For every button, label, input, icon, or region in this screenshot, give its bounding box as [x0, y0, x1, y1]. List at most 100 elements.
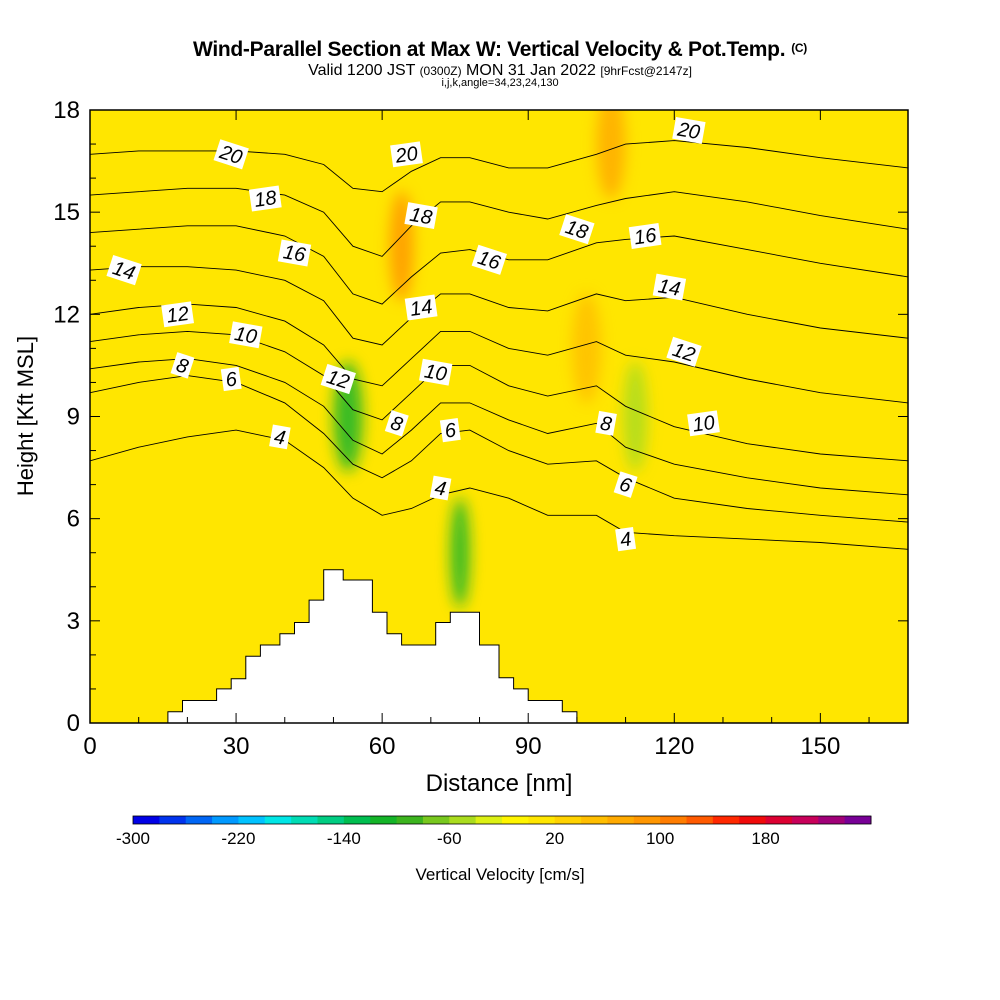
contour-label-text: 20	[675, 118, 702, 144]
contour-label-26: 20	[672, 116, 706, 144]
contour-label-box	[672, 116, 706, 144]
contour-label-box	[595, 410, 617, 436]
colorbar-swatch	[449, 816, 477, 824]
contour-label-box	[652, 273, 687, 301]
contour-label-text: 4	[619, 528, 633, 551]
contour-label-box	[419, 358, 453, 386]
contour-label-5: 10	[229, 321, 263, 349]
colorbar-swatch	[264, 816, 292, 824]
contour-label-24: 6	[613, 471, 638, 498]
colorbar-frame	[132, 815, 872, 825]
y-tick-label: 18	[53, 97, 80, 124]
contour-label-box	[269, 424, 291, 450]
colorbar-swatch	[212, 816, 239, 824]
colorbar-tick-label: -220	[221, 829, 255, 848]
colorbar-swatch	[528, 816, 556, 824]
y-tick-label: 3	[67, 608, 80, 635]
contour-label-text: 18	[408, 204, 434, 230]
velocity-background	[90, 110, 908, 723]
colorbar-tick-label: -140	[327, 829, 361, 848]
contour-label-4: 12	[161, 301, 194, 328]
colorbar-swatch	[185, 816, 213, 824]
colorbar-tick-label: 20	[545, 829, 564, 848]
contour-label-box	[161, 301, 194, 328]
contour-label-box	[248, 185, 282, 212]
contour-label-box	[429, 475, 452, 501]
contour-label-box	[613, 471, 638, 498]
contour-label-text: 16	[633, 224, 659, 249]
colorbar-swatch	[765, 816, 793, 824]
colorbar-swatch	[818, 816, 846, 824]
contour-label-text: 12	[165, 303, 190, 328]
contour-label-text: 10	[423, 360, 449, 386]
contour-label-text: 10	[233, 323, 259, 349]
contour-label-box	[384, 410, 409, 437]
colorbar-swatch	[343, 816, 371, 824]
colorbar-swatch	[133, 816, 160, 824]
contour-label-1: 18	[248, 185, 282, 212]
contour-label-box	[404, 202, 438, 230]
contour-label-text: 10	[691, 412, 716, 437]
theta-contour-16	[90, 225, 908, 305]
contour-label-box	[320, 363, 356, 395]
colorbar-swatch	[422, 816, 450, 824]
x-tick-label: 150	[800, 733, 840, 760]
y-tick-label: 6	[67, 506, 80, 533]
x-tick-label: 60	[369, 733, 396, 760]
contour-label-8: 4	[269, 424, 291, 450]
contour-label-box	[404, 294, 438, 321]
colorbar-swatch	[159, 816, 187, 824]
contour-label-text: 14	[656, 275, 682, 301]
chart-title: Wind-Parallel Section at Max W: Vertical…	[193, 38, 807, 61]
contour-label-6: 8	[170, 352, 195, 379]
colorbar-swatch	[396, 816, 424, 824]
contour-label-17: 4	[429, 475, 452, 501]
contour-label-box	[666, 336, 702, 367]
colorbar-swatch	[686, 816, 714, 824]
colorbar-swatch	[712, 816, 740, 824]
contour-label-3: 14	[106, 255, 142, 286]
colorbar-tick-label: -300	[116, 829, 150, 848]
contour-label-box	[213, 139, 249, 170]
contour-label-box	[471, 244, 507, 275]
colorbar-swatch	[581, 816, 608, 824]
colorbar-tick-label: 100	[646, 829, 674, 848]
theta-contour-12	[90, 303, 908, 404]
contour-label-box	[615, 526, 637, 552]
contour-label-23: 8	[595, 410, 617, 436]
contour-label-box	[439, 417, 461, 443]
velocity-cell-3	[450, 497, 470, 608]
chart-indices: i,j,k,angle=34,23,24,130	[441, 77, 559, 89]
theta-contour-8	[90, 358, 908, 496]
contour-label-11: 18	[404, 202, 438, 230]
colorbar-swatch	[844, 816, 872, 824]
y-tick-label: 0	[67, 710, 80, 737]
x-tick-label: 0	[83, 733, 96, 760]
colorbar-swatch	[502, 816, 529, 824]
y-axis-label: Height [Kft MSL]	[13, 336, 38, 496]
contour-label-box	[277, 239, 312, 267]
contour-label-2: 16	[277, 239, 312, 267]
contour-label-box	[687, 410, 720, 437]
chart-subtitle: Valid 1200 JST (0300Z) MON 31 Jan 2022 […	[308, 62, 692, 79]
x-tick-label: 90	[515, 733, 542, 760]
contour-label-text: 18	[253, 187, 278, 212]
y-tick-label: 15	[53, 199, 80, 226]
x-axis-label: Distance [nm]	[426, 770, 573, 797]
contour-label-box	[106, 255, 142, 286]
contour-label-22: 10	[687, 410, 720, 437]
contour-label-text: 14	[409, 296, 434, 321]
contour-label-19: 16	[628, 223, 662, 249]
contour-label-text: 4	[433, 477, 448, 501]
contour-label-7: 6	[220, 366, 242, 392]
contour-label-box	[390, 141, 423, 168]
theta-contour-18	[90, 187, 908, 257]
y-tick-label: 12	[53, 301, 80, 328]
contour-label-14: 10	[419, 358, 453, 386]
contour-label-box	[229, 321, 263, 349]
velocity-field	[333, 110, 648, 608]
contour-label-text: 16	[281, 241, 308, 267]
contour-label-box	[559, 214, 595, 245]
